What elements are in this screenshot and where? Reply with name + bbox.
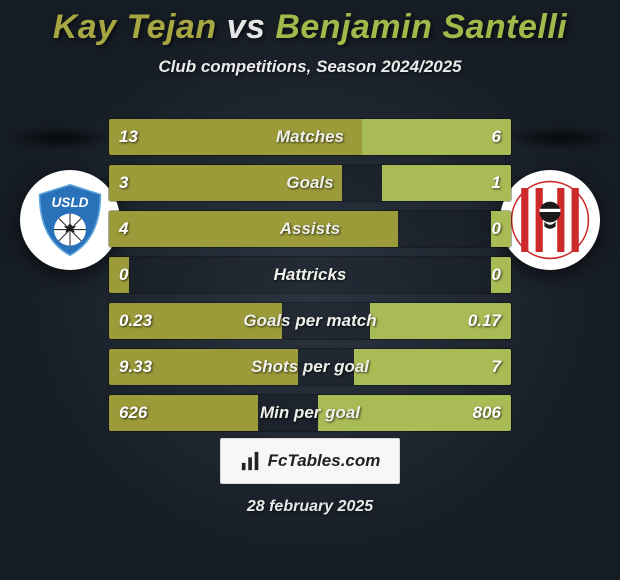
ajaccio-badge-icon	[510, 180, 590, 260]
stat-row: 31Goals	[108, 164, 512, 202]
stat-row: 136Matches	[108, 118, 512, 156]
bar-left	[109, 165, 342, 201]
bar-right	[318, 395, 511, 431]
club-badge-left: USLD	[20, 170, 120, 270]
player1-name: Kay Tejan	[53, 8, 217, 46]
brand-badge: FcTables.com	[220, 438, 400, 484]
stat-row: 626806Min per goal	[108, 394, 512, 432]
bar-left	[109, 395, 258, 431]
shadow-left	[6, 126, 114, 150]
bar-chart-icon	[240, 450, 262, 472]
bar-left	[109, 257, 129, 293]
club-badge-right	[500, 170, 600, 270]
bar-right	[382, 165, 511, 201]
bar-right	[354, 349, 511, 385]
bar-right	[370, 303, 511, 339]
stat-row: 00Hattricks	[108, 256, 512, 294]
bar-right	[491, 211, 511, 247]
stat-label: Hattricks	[109, 257, 511, 293]
brand-text: FcTables.com	[268, 451, 381, 471]
usld-shield-icon: USLD	[30, 180, 110, 260]
bar-left	[109, 349, 298, 385]
bar-left	[109, 211, 398, 247]
svg-text:USLD: USLD	[51, 195, 88, 210]
stat-row: 0.230.17Goals per match	[108, 302, 512, 340]
player2-name: Benjamin Santelli	[275, 8, 567, 46]
bar-left	[109, 303, 282, 339]
bar-left	[109, 119, 362, 155]
bar-right	[491, 257, 511, 293]
comparison-title: Kay Tejan vs Benjamin Santelli	[0, 0, 620, 47]
stat-bars: 136Matches 31Goals 40Assists 00Hattricks 0.2…	[108, 118, 512, 440]
bar-right	[362, 119, 511, 155]
footer-date: 28 february 2025	[0, 498, 620, 516]
subtitle: Club competitions, Season 2024/2025	[0, 57, 620, 77]
stat-row: 9.337Shots per goal	[108, 348, 512, 386]
shadow-right	[506, 126, 614, 150]
vs-text: vs	[227, 8, 266, 46]
stat-row: 40Assists	[108, 210, 512, 248]
